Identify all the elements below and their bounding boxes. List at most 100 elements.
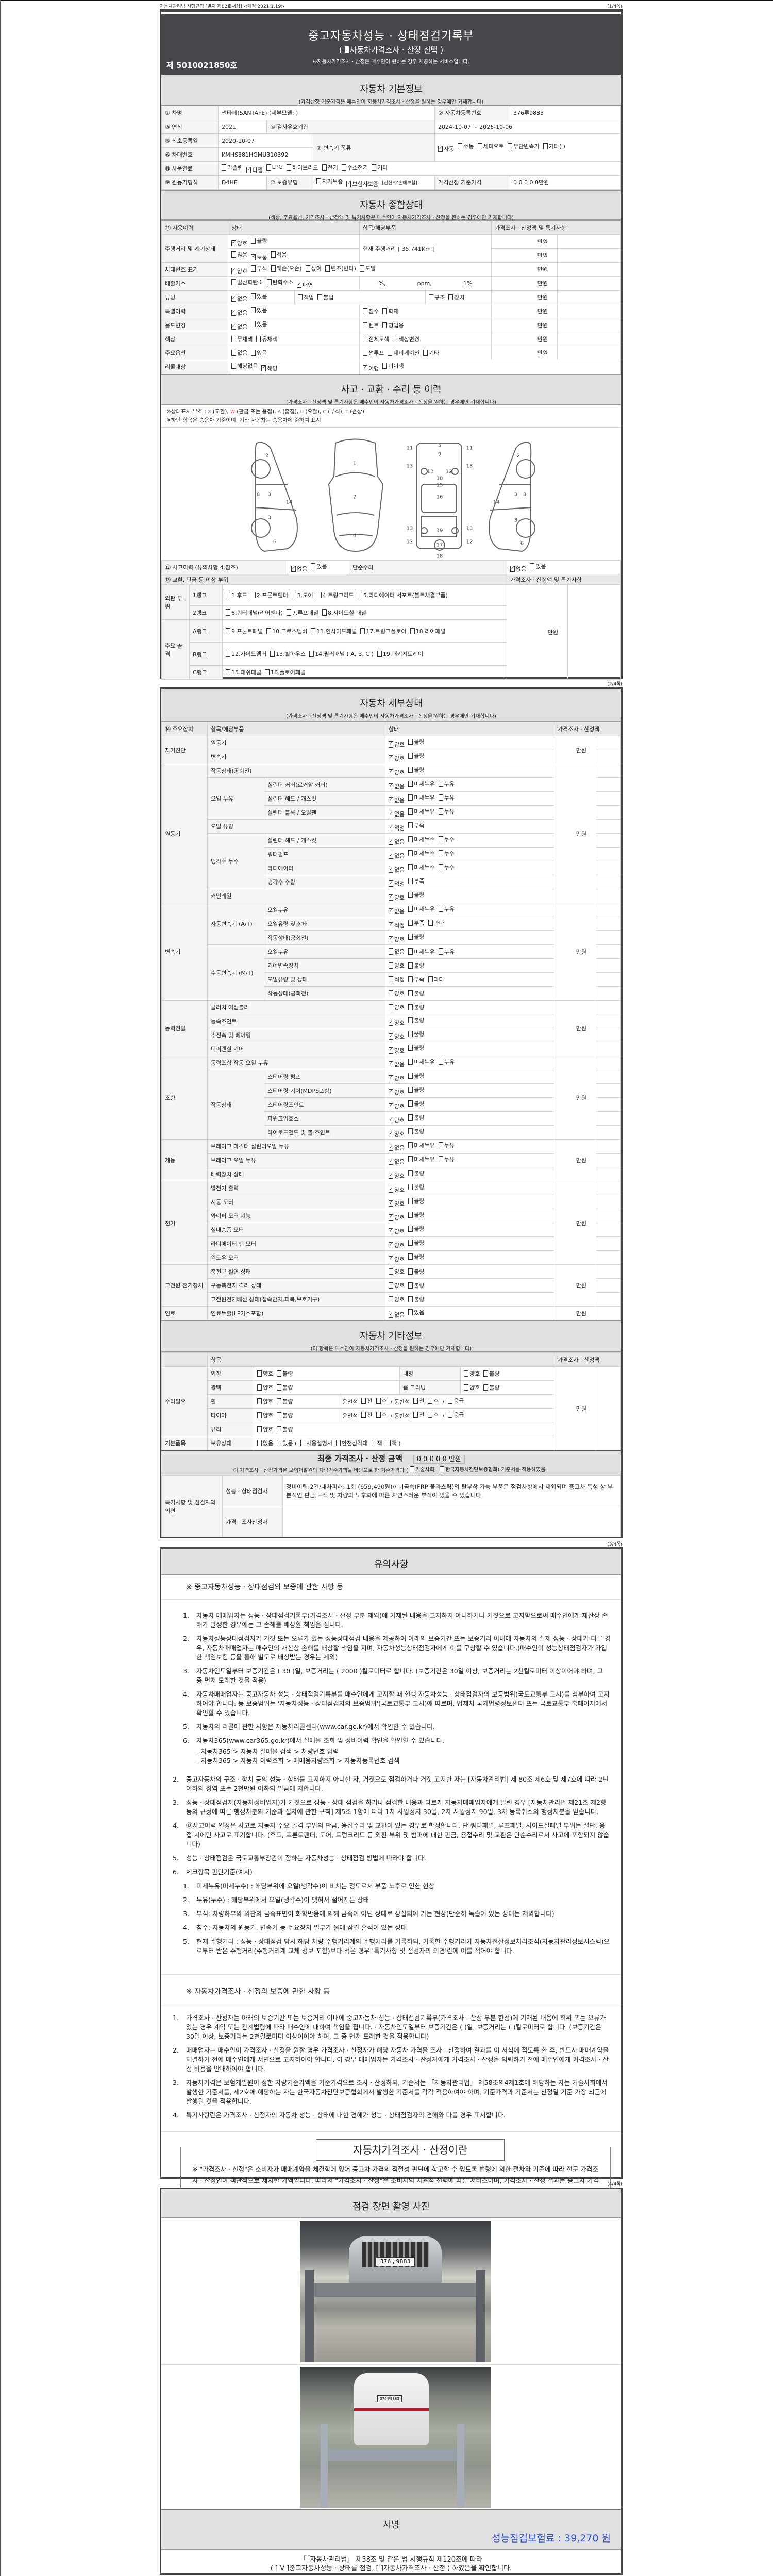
checkbox[interactable] <box>408 891 413 898</box>
checkbox[interactable] <box>231 323 236 330</box>
checkbox[interactable] <box>389 908 393 914</box>
checkbox[interactable] <box>408 738 413 745</box>
checkbox-option[interactable]: 12.사이드멤버 <box>226 650 266 658</box>
checkbox[interactable] <box>389 1200 393 1207</box>
checkbox-option[interactable]: 7.루프패널 <box>287 608 318 617</box>
checkbox-option[interactable]: 없음 <box>389 1311 405 1319</box>
checkbox[interactable] <box>389 1268 393 1275</box>
checkbox-option[interactable]: 불량 <box>408 1239 425 1247</box>
checkbox[interactable] <box>458 143 463 149</box>
checkbox-option[interactable]: 9.프론트패널 <box>226 627 263 635</box>
checkbox-option[interactable]: 2.프론트휀더 <box>250 591 288 599</box>
checkbox-option[interactable]: 양호 <box>389 989 405 997</box>
checkbox[interactable] <box>440 1466 445 1472</box>
checkbox-option[interactable]: 있음 <box>251 349 267 357</box>
checkbox-option[interactable]: 후 <box>428 1397 439 1405</box>
checkbox[interactable] <box>389 962 393 969</box>
checkbox-option[interactable]: 이행 <box>363 364 379 372</box>
checkbox-option[interactable]: 응급 <box>448 1397 464 1405</box>
checkbox[interactable] <box>389 852 393 859</box>
checkbox[interactable] <box>408 1004 413 1010</box>
checkbox-option[interactable]: 있음 <box>530 562 546 570</box>
checkbox[interactable] <box>389 894 393 901</box>
checkbox-option[interactable]: 양호 <box>257 1383 273 1392</box>
checkbox[interactable] <box>438 1058 443 1065</box>
checkbox[interactable] <box>408 1016 413 1023</box>
checkbox-option[interactable]: 불량 <box>408 1003 425 1011</box>
checkbox[interactable] <box>382 321 388 328</box>
checkbox[interactable] <box>483 1370 489 1377</box>
checkbox-option[interactable]: 해당 <box>261 364 278 372</box>
checkbox-option[interactable]: 기타( ) <box>543 142 565 150</box>
checkbox-option[interactable]: 수소전기 <box>341 163 368 172</box>
checkbox-option[interactable]: 부족 <box>408 877 425 885</box>
checkbox-option[interactable]: 적정 <box>389 824 405 832</box>
checkbox-option[interactable]: 누유 <box>438 1141 455 1149</box>
checkbox[interactable] <box>389 838 393 845</box>
checkbox[interactable] <box>389 866 393 873</box>
checkbox-option[interactable]: 불량 <box>408 891 425 899</box>
checkbox-option[interactable]: 가솔린 <box>222 163 243 172</box>
checkbox[interactable] <box>277 1384 282 1391</box>
checkbox[interactable] <box>389 1311 393 1318</box>
checkbox[interactable] <box>389 755 393 761</box>
checkbox[interactable] <box>250 591 256 598</box>
checkbox[interactable] <box>413 1412 418 1418</box>
checkbox-option[interactable]: 없음 <box>389 866 405 874</box>
checkbox-option[interactable]: 전기 <box>322 163 338 172</box>
checkbox[interactable] <box>408 1183 413 1190</box>
checkbox[interactable] <box>408 1030 413 1037</box>
checkbox[interactable] <box>389 1158 393 1165</box>
checkbox-option[interactable]: 운전석 <box>342 1398 358 1406</box>
checkbox[interactable] <box>410 1466 415 1472</box>
checkbox[interactable] <box>371 1439 376 1446</box>
checkbox[interactable] <box>389 1033 393 1040</box>
checkbox-option[interactable]: 불량 <box>483 1383 500 1392</box>
checkbox-option[interactable]: 양호 <box>389 1255 405 1263</box>
checkbox-option[interactable]: 양호 <box>389 935 405 943</box>
checkbox-option[interactable]: 부식 <box>251 264 267 273</box>
checkbox-option[interactable]: 없음 <box>389 838 405 846</box>
checkbox[interactable] <box>408 990 413 996</box>
checkbox[interactable] <box>251 253 256 260</box>
checkbox-option[interactable]: 운전석 <box>342 1412 358 1420</box>
checkbox[interactable] <box>438 780 443 787</box>
checkbox[interactable] <box>408 919 413 926</box>
checkbox-option[interactable]: 자동 <box>438 145 454 153</box>
checkbox[interactable] <box>266 279 272 285</box>
checkbox-option[interactable]: 18.리어패널 <box>410 627 446 635</box>
checkbox-option[interactable]: 양호 <box>389 1281 405 1290</box>
checkbox-option[interactable]: 양호 <box>389 1172 405 1180</box>
checkbox[interactable] <box>389 936 393 942</box>
checkbox-option[interactable]: 적정 <box>389 921 405 929</box>
checkbox[interactable] <box>251 320 256 327</box>
checkbox-option[interactable]: 양호 <box>389 1241 405 1249</box>
checkbox[interactable] <box>408 1142 413 1148</box>
checkbox-option[interactable]: 기타 <box>372 163 388 172</box>
checkbox[interactable] <box>271 265 276 272</box>
checkbox[interactable] <box>297 281 302 288</box>
checkbox[interactable] <box>389 976 393 982</box>
checkbox-option[interactable]: 양호 <box>389 1199 405 1208</box>
checkbox-option[interactable]: 양호 <box>231 239 247 247</box>
checkbox-option[interactable]: 양호 <box>257 1411 273 1419</box>
checkbox-option[interactable]: 침수 <box>363 307 379 315</box>
checkbox[interactable] <box>438 905 443 912</box>
checkbox-option[interactable]: 4.트렁크리드 <box>316 591 354 599</box>
checkbox-option[interactable]: 불량 <box>277 1397 293 1405</box>
checkbox[interactable] <box>264 669 270 675</box>
checkbox-option[interactable]: 기타 <box>423 349 439 357</box>
checkbox-option[interactable]: 불량 <box>408 1169 425 1177</box>
checkbox[interactable] <box>408 1253 413 1260</box>
checkbox[interactable] <box>389 1228 393 1234</box>
checkbox[interactable] <box>438 863 443 870</box>
checkbox[interactable] <box>335 1439 341 1446</box>
checkbox-option[interactable]: 10.크로스멤버 <box>266 627 307 635</box>
checkbox-option[interactable]: 있음 <box>408 1308 425 1316</box>
checkbox[interactable] <box>410 628 415 634</box>
checkbox-option[interactable]: / <box>442 1399 444 1405</box>
checkbox-option[interactable]: 누유 <box>438 793 455 802</box>
checkbox[interactable] <box>408 1128 413 1134</box>
checkbox[interactable] <box>271 251 276 258</box>
checkbox-option[interactable]: 없음 <box>389 947 405 956</box>
